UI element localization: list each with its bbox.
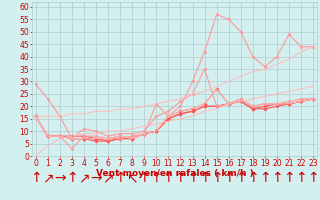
X-axis label: Vent moyen/en rafales ( km/h ): Vent moyen/en rafales ( km/h ) [96, 169, 253, 178]
